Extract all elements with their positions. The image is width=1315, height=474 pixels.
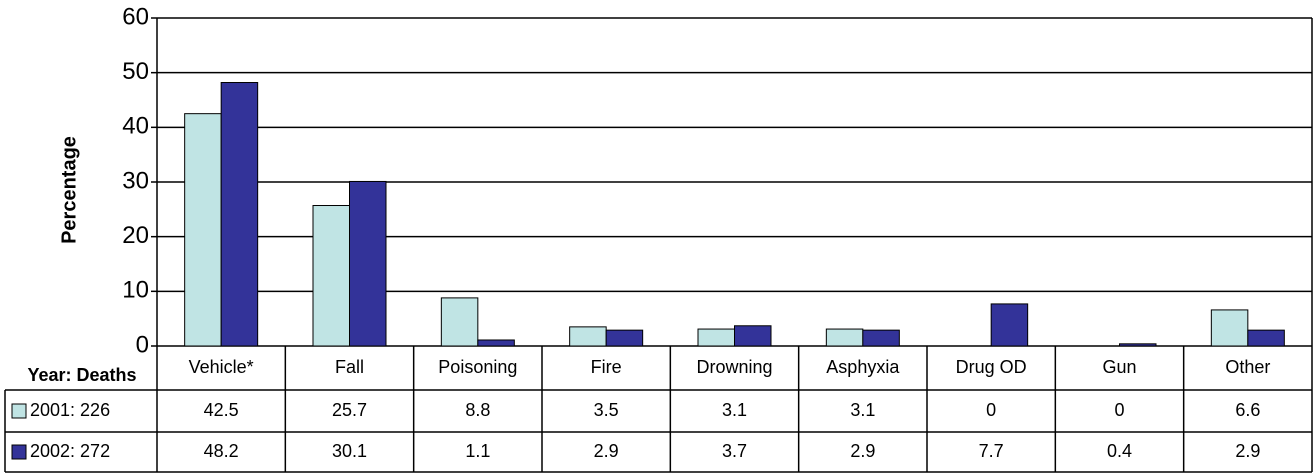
table-value: 2.9 (850, 441, 875, 461)
x-tick-label: Fire (591, 357, 622, 377)
table-value: 48.2 (204, 441, 239, 461)
bar (220, 82, 259, 347)
bar (184, 113, 222, 347)
table-header: Year: Deaths (27, 365, 136, 385)
table-value: 2.9 (1235, 441, 1260, 461)
table-value: 3.5 (594, 400, 619, 420)
table-value: 0 (986, 400, 996, 420)
y-axis-label: Percentage (58, 136, 80, 244)
table-value: 42.5 (204, 400, 239, 420)
bar (862, 329, 900, 347)
table-value: 2.9 (594, 441, 619, 461)
bar (605, 329, 644, 347)
y-tick-label: 10 (122, 277, 149, 304)
bar (1210, 309, 1249, 347)
y-tick-label: 20 (122, 222, 149, 249)
bar (1247, 329, 1285, 347)
x-tick-label: Fall (335, 357, 364, 377)
bar (477, 339, 515, 347)
table-value: 1.1 (465, 441, 490, 461)
table-value: 3.1 (850, 400, 875, 420)
bar (440, 297, 479, 347)
y-tick-label: 30 (122, 167, 149, 194)
bar (349, 180, 387, 347)
bar (1119, 343, 1157, 347)
x-tick-label: Other (1225, 357, 1270, 377)
table-value: 25.7 (332, 400, 367, 420)
table-value: 3.1 (722, 400, 747, 420)
y-tick-label: 40 (122, 113, 149, 140)
y-tick-label: 60 (122, 3, 149, 30)
table-value: 7.7 (979, 441, 1004, 461)
y-tick-label: 0 (136, 331, 149, 358)
table-value: 3.7 (722, 441, 747, 461)
table-value: 6.6 (1235, 400, 1260, 420)
x-tick-label: Drowning (696, 357, 772, 377)
x-tick-label: Asphyxia (826, 357, 900, 377)
x-tick-label: Drug OD (956, 357, 1027, 377)
bar (990, 303, 1029, 347)
bar (569, 326, 607, 347)
table-value: 30.1 (332, 441, 367, 461)
legend-label: 2001: 226 (30, 400, 110, 420)
y-tick-label: 50 (122, 58, 149, 85)
bar (734, 325, 772, 347)
legend-swatch (11, 403, 27, 419)
table-value: 8.8 (465, 400, 490, 420)
x-tick-label: Poisoning (438, 357, 517, 377)
legend-swatch (11, 444, 27, 460)
x-tick-label: Gun (1102, 357, 1136, 377)
bar (697, 328, 735, 347)
legend-label: 2002: 272 (30, 441, 110, 461)
bar (312, 205, 350, 347)
table-value: 0.4 (1107, 441, 1132, 461)
table-value: 0 (1114, 400, 1124, 420)
bar (825, 328, 864, 347)
x-tick-label: Vehicle* (189, 357, 254, 377)
